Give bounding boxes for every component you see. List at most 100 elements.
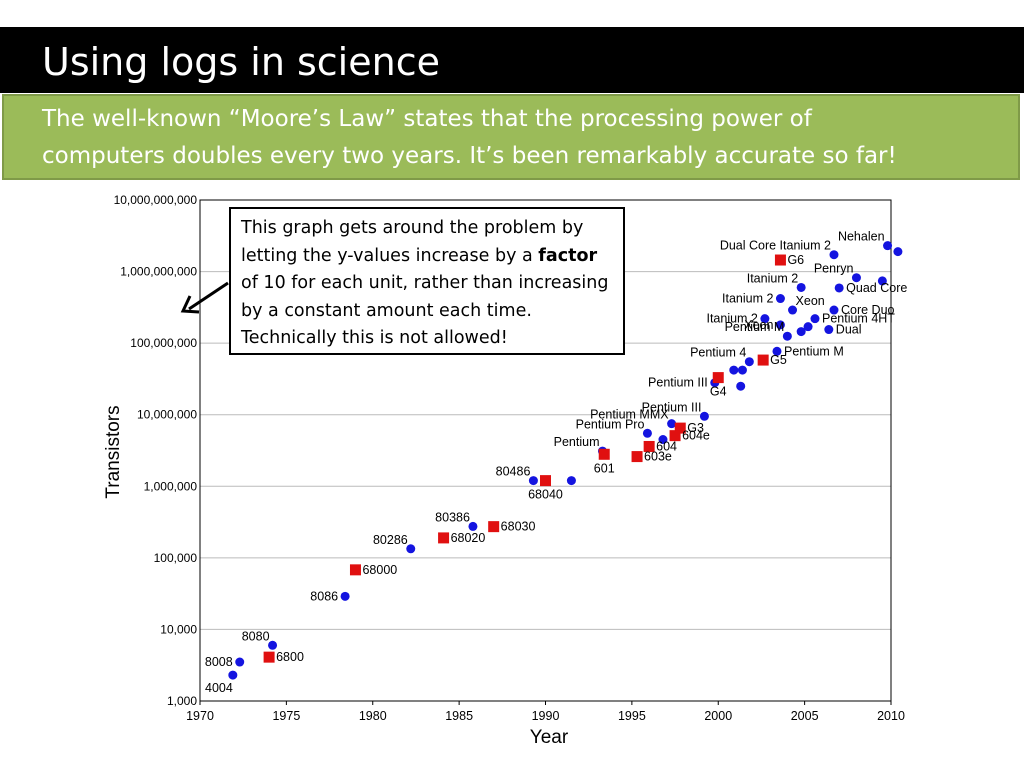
point-label: 68030	[501, 520, 536, 534]
point-label: Itanium 2	[706, 312, 757, 326]
x-tick-label: 1970	[186, 709, 214, 723]
intel-data-point	[775, 320, 785, 330]
callout-text-after: of 10 for each unit, rather than increas…	[241, 273, 609, 348]
point-label: Itanium 2	[722, 292, 773, 306]
motorola-data-point	[598, 448, 610, 460]
motorola-data-point	[631, 451, 643, 463]
intel-data-point	[268, 640, 278, 650]
intel-data-point	[851, 273, 861, 283]
intel-data-point	[829, 305, 839, 315]
intel-data-point	[834, 283, 844, 293]
intel-data-point	[796, 282, 806, 292]
x-tick-label: 2000	[704, 709, 732, 723]
point-label: G6	[787, 253, 804, 267]
arrow-icon	[180, 281, 229, 314]
point-label: Pentium 4HT	[822, 312, 895, 326]
point-label: Pentium M	[725, 320, 785, 334]
point-label: Penryn	[814, 262, 854, 276]
point-label: 601	[594, 461, 615, 475]
point-label: Quad Core	[846, 281, 907, 295]
point-label: Dual	[836, 323, 862, 337]
point-label: Core Duo	[841, 303, 895, 317]
intel-data-point	[775, 294, 785, 304]
point-label: Pentium	[554, 435, 600, 449]
motorola-data-point	[488, 521, 500, 533]
intel-data-point	[883, 241, 893, 251]
x-tick-label: 1990	[532, 709, 560, 723]
intel-data-point	[760, 314, 770, 324]
point-label: 80486	[496, 465, 531, 479]
point-label: Pentium Pro	[576, 417, 645, 431]
intel-data-point	[667, 419, 677, 429]
x-tick-labels: 1970 1975 1980 1985 1990 1995 2000 2005 2010	[186, 701, 905, 723]
point-label: 6800	[276, 650, 304, 664]
callout-text-before: This graph gets around the problem by le…	[241, 218, 584, 266]
motorola-data-point	[757, 354, 769, 366]
x-tick-label: 1980	[359, 709, 387, 723]
intel-data-point	[658, 435, 668, 445]
y-tick-label: 10,000,000,000	[114, 193, 198, 207]
intel-data-point	[824, 325, 834, 335]
y-tick-label: 100,000,000	[130, 336, 197, 350]
intel-data-point	[893, 247, 903, 257]
intel-data-point	[642, 428, 652, 438]
title-bar	[0, 27, 1024, 93]
y-tick-labels: 1,000 10,000 100,000 1,000,000 10,000,000 100…	[114, 193, 198, 708]
point-label: 8080	[242, 629, 270, 643]
intel-data-point	[877, 276, 887, 286]
motorola-data-point	[643, 440, 655, 452]
y-axis-label: Transistors	[103, 405, 124, 498]
y-tick-label: 10,000,000	[137, 408, 197, 422]
y-tick-label: 1,000	[167, 694, 197, 708]
motorola-data-point	[540, 475, 551, 487]
motorola-data-point	[669, 430, 681, 442]
point-label: 80386	[435, 510, 470, 524]
point-label: Xeon	[796, 294, 825, 308]
point-label: 604e	[682, 429, 710, 443]
motorola-data-point	[263, 651, 275, 663]
intel-data-point	[796, 327, 806, 337]
x-tick-label: 2010	[877, 709, 905, 723]
intel-data-point	[566, 476, 576, 486]
point-label: 603e	[644, 450, 672, 464]
callout-text-bold: factor	[538, 245, 598, 266]
y-tick-label: 1,000,000	[144, 479, 198, 493]
y-tick-label: 1,000,000,000	[120, 265, 197, 279]
intel-data-point	[228, 670, 238, 680]
point-label: Itanium 2	[747, 271, 798, 285]
intel-data-point	[744, 357, 754, 367]
motorola-data-point	[774, 254, 786, 266]
point-label: G4	[710, 385, 727, 399]
point-label: 80286	[373, 533, 408, 547]
data-points	[228, 241, 903, 680]
point-label: Pentium 4	[690, 346, 746, 360]
point-label: Pentium MMX	[590, 408, 669, 422]
slide-title: Using logs in science	[42, 40, 440, 84]
callout-note: This graph gets around the problem by le…	[229, 207, 625, 355]
y-tick-label: 100,000	[154, 551, 198, 565]
intel-data-point	[803, 322, 813, 332]
subtitle-line-2: computers doubles every two years. It’s …	[42, 143, 897, 169]
point-label: Pentium M	[784, 344, 844, 358]
point-label: G3	[687, 421, 704, 435]
subtitle-line-1: The well-known “Moore’s Law” states that…	[42, 106, 812, 132]
motorola-data-point	[438, 532, 450, 544]
intel-data-point	[782, 331, 792, 341]
motorola-data-point	[712, 372, 724, 384]
intel-data-point	[810, 314, 820, 324]
x-tick-label: 1975	[272, 709, 300, 723]
intel-data-point	[737, 365, 747, 375]
point-label: 68000	[362, 563, 397, 577]
point-label: 8086	[310, 589, 338, 603]
intel-data-point	[235, 657, 245, 667]
intel-data-point	[528, 476, 538, 486]
point-label: Xeon	[744, 318, 773, 332]
x-tick-label: 2005	[791, 709, 819, 723]
x-axis-label: Year	[530, 727, 569, 748]
motorola-data-point	[349, 564, 361, 576]
intel-data-point	[406, 544, 416, 554]
intel-data-point	[729, 365, 739, 375]
point-label: 4004	[205, 681, 233, 695]
point-label: 604	[656, 439, 677, 453]
